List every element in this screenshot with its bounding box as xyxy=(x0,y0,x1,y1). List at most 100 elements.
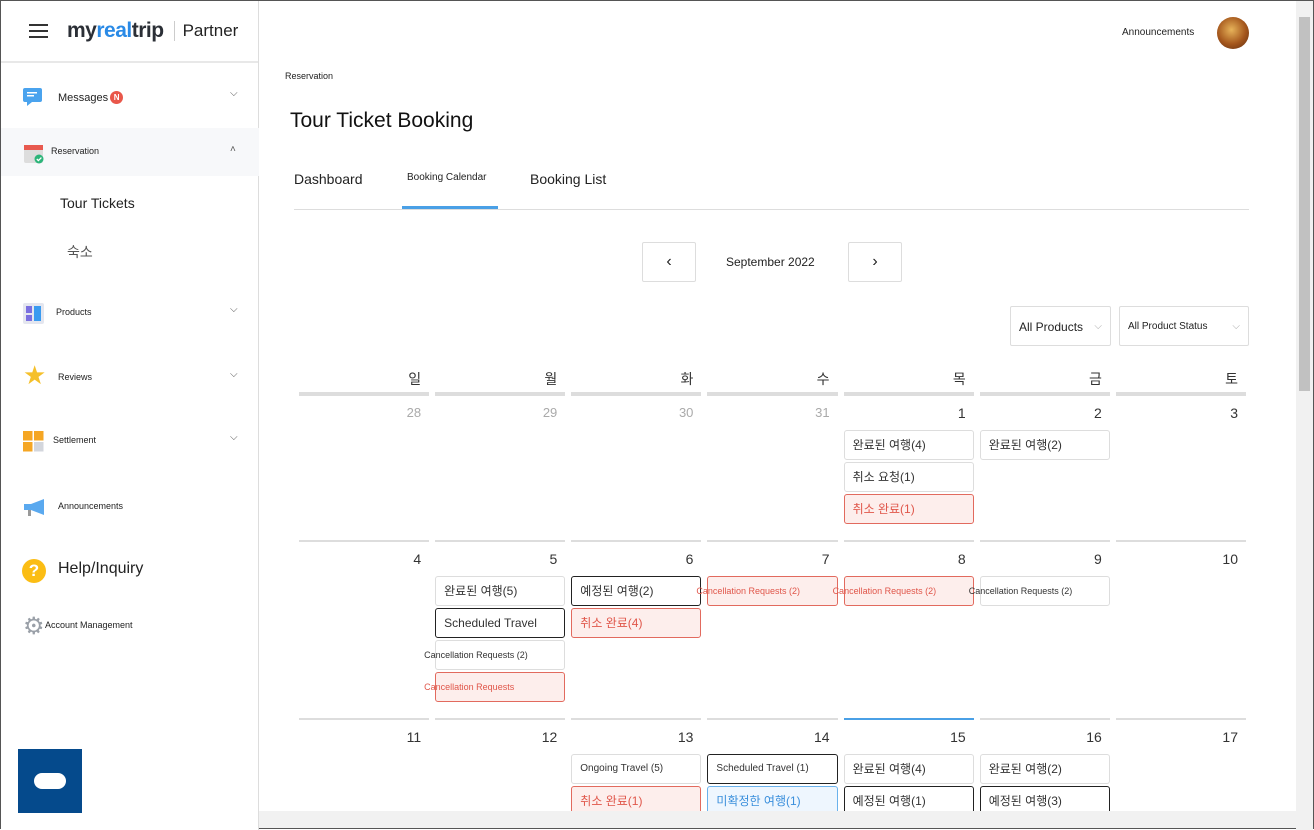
booking-event[interactable]: Ongoing Travel (5) xyxy=(571,754,702,784)
calendar-day[interactable]: 16 완료된 여행(2) 예정된 여행(3) xyxy=(979,718,1110,818)
booking-event[interactable]: Cancellation Requests xyxy=(424,672,566,702)
calendar-day[interactable]: 3 xyxy=(1115,394,1246,526)
booking-event[interactable]: 완료된 여행(2) xyxy=(979,430,1110,460)
calendar-day[interactable]: 4 xyxy=(299,540,430,704)
sidebar-item-settlement[interactable]: Settlement ⌵ xyxy=(1,427,259,455)
calendar-day[interactable]: 12 xyxy=(435,718,566,818)
day-number: 14 xyxy=(813,729,830,745)
breadcrumb[interactable]: Reservation xyxy=(285,71,334,81)
chevron-up-icon: ˄ xyxy=(230,144,236,155)
calendar-day[interactable]: 15 완료된 여행(4) 예정된 여행(1) xyxy=(843,718,974,818)
day-number: 8 xyxy=(957,551,966,567)
booking-event[interactable]: Cancellation Requests (2) xyxy=(833,576,974,606)
sidebar-item-reviews[interactable]: ★ Reviews ⌵ xyxy=(1,360,259,392)
calendar-day[interactable]: 28 xyxy=(299,394,430,526)
main-content: Announcements Reservation Tour Ticket Bo… xyxy=(259,1,1297,816)
booking-event[interactable]: 예정된 여행(2) xyxy=(571,576,702,606)
calendar-day[interactable]: 10 xyxy=(1115,540,1246,704)
booking-event[interactable]: Cancellation Requests (2) xyxy=(969,576,1110,606)
calendar-day[interactable]: 1 완료된 여행(4) 취소 요청(1) 취소 완료(1) xyxy=(843,394,974,526)
current-month: September 2022 xyxy=(726,255,815,269)
chevron-down-icon: ⌵ xyxy=(1232,321,1240,332)
weekday-label: 토 xyxy=(1115,366,1246,394)
weekday-label: 수 xyxy=(707,366,838,394)
avatar[interactable] xyxy=(1217,17,1249,49)
calculator-icon xyxy=(23,431,44,452)
booking-event[interactable]: 완료된 여행(2) xyxy=(979,754,1110,784)
sidebar-item-label: Settlement xyxy=(53,435,97,445)
prev-month-button[interactable]: ‹ xyxy=(642,242,696,282)
calendar-day[interactable]: 31 xyxy=(707,394,838,526)
menu-icon[interactable] xyxy=(29,24,48,38)
vertical-scrollbar[interactable] xyxy=(1296,1,1313,830)
booking-event[interactable]: 취소 완료(4) xyxy=(571,608,702,638)
booking-event[interactable]: Scheduled Travel xyxy=(435,608,566,638)
calendar-day[interactable]: 11 xyxy=(299,718,430,818)
logo-bar: myrealtrip Partner xyxy=(1,1,258,63)
tab-booking-calendar[interactable]: Booking Calendar xyxy=(407,172,487,183)
calendar-day[interactable]: 17 xyxy=(1115,718,1246,818)
booking-event[interactable]: 취소 요청(1) xyxy=(843,462,974,492)
calendar-day[interactable]: 13 Ongoing Travel (5) 취소 완료(1) xyxy=(571,718,702,818)
booking-event[interactable]: 취소 완료(1) xyxy=(843,494,974,524)
active-tab-indicator xyxy=(402,206,498,209)
calendar-day[interactable]: 5 완료된 여행(5) Scheduled Travel Cancellation R… xyxy=(424,540,566,704)
calendar-week: 28 29 30 31 1 완료된 여행(4) 취소 요청(1) 취소 완료(1) 2 완료된 여… xyxy=(299,394,1246,526)
sidebar-item-messages[interactable]: Messages N ⌵ xyxy=(1,75,259,119)
booking-event[interactable]: 완료된 여행(5) xyxy=(435,576,566,606)
logo[interactable]: myrealtrip xyxy=(67,19,164,42)
calendar-day[interactable]: 14 Scheduled Travel (1) 미확정한 여행(1) xyxy=(707,718,838,818)
day-number: 7 xyxy=(821,551,830,567)
partner-label: Partner xyxy=(173,21,238,41)
sidebar-item-announcements[interactable]: Announcements xyxy=(1,495,259,521)
day-number: 2 xyxy=(1094,405,1102,421)
calendar-day[interactable]: 8 Cancellation Requests (2) xyxy=(833,540,974,704)
scrollbar-thumb[interactable] xyxy=(1299,17,1310,391)
select-value: All Product Status xyxy=(1128,321,1208,332)
status-filter-select[interactable]: All Product Status ⌵ xyxy=(1119,306,1249,346)
chat-button[interactable] xyxy=(18,749,82,813)
day-number: 6 xyxy=(685,551,694,567)
product-filter-select[interactable]: All Products ⌵ xyxy=(1010,306,1111,346)
sidebar-sub-tour-tickets[interactable]: Tour Tickets xyxy=(60,195,135,211)
day-number: 12 xyxy=(541,729,558,745)
booking-event[interactable]: 완료된 여행(4) xyxy=(843,754,974,784)
tab-dashboard[interactable]: Dashboard xyxy=(294,171,363,187)
chat-icon xyxy=(34,773,66,789)
calendar-day[interactable]: 7 Cancellation Requests (2) xyxy=(696,540,838,704)
booking-event[interactable]: Scheduled Travel (1) xyxy=(707,754,838,784)
calendar-week: 11 12 13 Ongoing Travel (5) 취소 완료(1) 14 Schedu… xyxy=(299,718,1246,818)
booking-event[interactable]: Cancellation Requests (2) xyxy=(424,640,566,670)
day-number: 16 xyxy=(1086,729,1102,745)
calendar-day[interactable]: 2 완료된 여행(2) xyxy=(979,394,1110,526)
calendar-day[interactable]: 6 예정된 여행(2) 취소 완료(4) xyxy=(571,540,702,704)
day-number: 15 xyxy=(950,729,966,745)
sidebar-item-products[interactable]: Products ⌵ xyxy=(1,299,259,327)
sidebar-item-label: Products xyxy=(56,307,92,317)
calendar-day[interactable]: 30 xyxy=(571,394,702,526)
sidebar-item-reservation[interactable]: Reservation ˄ xyxy=(1,128,259,176)
chevron-down-icon: ⌵ xyxy=(230,432,238,443)
sidebar-sub-accommodation[interactable]: 숙소 xyxy=(67,244,93,260)
star-icon: ★ xyxy=(23,360,47,390)
sidebar-item-help[interactable]: ? Help/Inquiry xyxy=(1,557,259,585)
calendar-day[interactable]: 9 Cancellation Requests (2) xyxy=(969,540,1110,704)
sidebar-item-account[interactable]: ⚙ Account Management xyxy=(1,615,259,641)
sidebar-item-label: Account Management xyxy=(45,620,133,630)
next-month-button[interactable]: › xyxy=(848,242,902,282)
tab-booking-list[interactable]: Booking List xyxy=(530,171,607,187)
calendar-day[interactable]: 29 xyxy=(435,394,566,526)
weekday-label: 목 xyxy=(843,366,974,394)
day-number: 30 xyxy=(678,405,694,420)
header-announcements-link[interactable]: Announcements xyxy=(1122,27,1195,38)
select-value: All Products xyxy=(1019,320,1084,334)
day-number: 3 xyxy=(1230,405,1238,421)
booking-event[interactable]: 완료된 여행(4) xyxy=(843,430,974,460)
horizontal-scrollbar[interactable] xyxy=(259,811,1298,828)
day-number: 10 xyxy=(1222,551,1238,567)
booking-event[interactable]: Cancellation Requests (2) xyxy=(696,576,838,606)
calendar-week: 4 5 완료된 여행(5) Scheduled Travel Cancellation … xyxy=(299,540,1246,704)
grid-icon xyxy=(23,303,44,324)
day-number: 4 xyxy=(413,551,422,567)
